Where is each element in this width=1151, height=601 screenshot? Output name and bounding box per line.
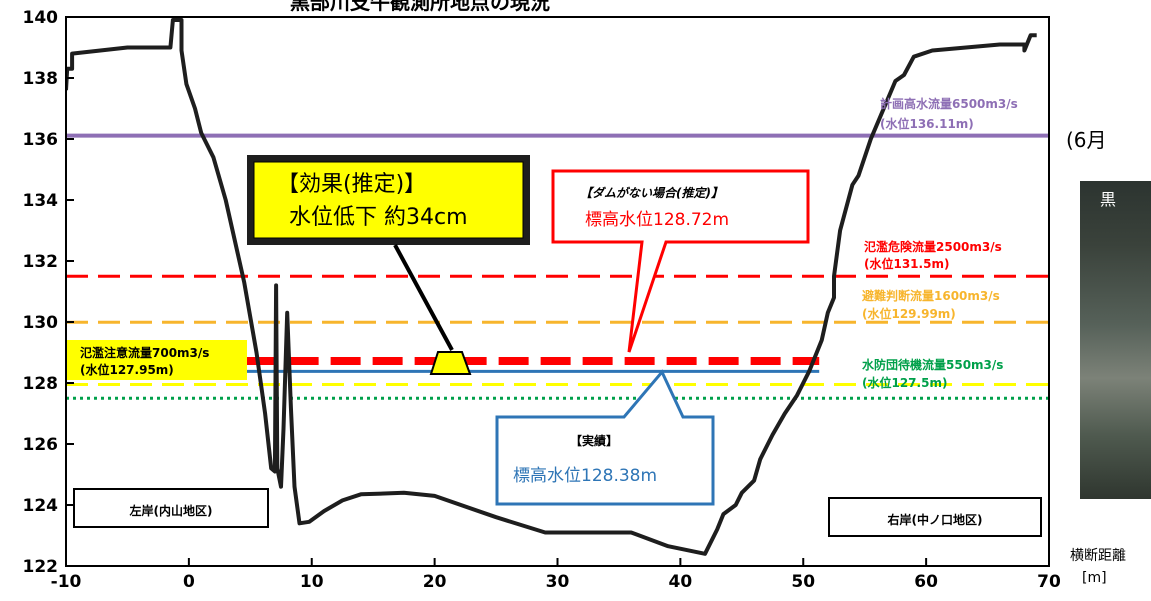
level-label-standby: 水防団待機流量550m3/s xyxy=(862,357,1003,372)
effect-arrow-shaft xyxy=(393,244,454,351)
no-dam-callout-box xyxy=(551,169,810,353)
figure-title: 黒部川支牛観測所地点の現況 xyxy=(290,0,550,14)
effect-callout-title: 【効果(推定)】 xyxy=(277,172,426,197)
x-axis-title: 横断距離 xyxy=(1070,548,1126,564)
actual-callout-text: 標高水位128.38m xyxy=(513,466,657,486)
y-tick-label-136: 136 xyxy=(23,130,59,150)
left-bank-label: 左岸(内山地区) xyxy=(129,503,213,518)
no-dam-callout-text: 標高水位128.72m xyxy=(585,210,729,230)
y-tick-label-124: 124 xyxy=(23,496,59,516)
effect-callout-box xyxy=(253,161,524,239)
y-tick-label-134: 134 xyxy=(23,191,59,211)
x-tick-label-50: 50 xyxy=(791,572,815,592)
level-label-evac: 避難判断流量1600m3/s xyxy=(862,288,1000,303)
caution-label-box xyxy=(67,340,247,380)
x-tick-label-0: 0 xyxy=(183,572,195,592)
photo-date: (6月 xyxy=(1066,128,1107,152)
level-label-plan-sub: (水位136.11m) xyxy=(880,116,974,131)
x-tick-label-70: 70 xyxy=(1037,572,1061,592)
actual-callout-title: 【実績】 xyxy=(570,433,618,448)
x-tick-label-10: 10 xyxy=(300,572,324,592)
level-label-danger: 氾濫危険流量2500m3/s xyxy=(864,239,1002,254)
x-tick-label-60: 60 xyxy=(914,572,938,592)
level-label-danger-sub: (水位131.5m) xyxy=(864,256,949,271)
photo-label: 黒 xyxy=(1100,190,1117,209)
y-tick-label-140: 140 xyxy=(23,8,59,28)
y-tick-label-122: 122 xyxy=(23,557,59,577)
level-label-standby-sub: (水位127.5m) xyxy=(862,375,947,390)
x-tick-label-20: 20 xyxy=(423,572,447,592)
y-tick-label-132: 132 xyxy=(23,252,59,272)
level-label-plan: 計画高水流量6500m3/s xyxy=(880,96,1018,111)
actual-callout-box xyxy=(495,369,715,506)
y-tick-label-126: 126 xyxy=(23,435,59,455)
no-dam-callout-title: 【ダムがない場合(推定)】 xyxy=(580,186,723,200)
left-bank-box xyxy=(73,488,269,528)
x-tick-label--10: -10 xyxy=(51,572,82,592)
right-bank-box xyxy=(828,497,1042,537)
x-axis-unit: [m] xyxy=(1082,570,1107,586)
y-tick-label-138: 138 xyxy=(23,69,59,89)
x-tick-label-30: 30 xyxy=(546,572,570,592)
level-label-evac-sub: (水位129.99m) xyxy=(862,306,956,321)
cross-section-line xyxy=(66,18,1037,556)
y-tick-label-130: 130 xyxy=(23,313,59,333)
effect-callout-text: 水位低下 約34cm xyxy=(289,205,468,230)
effect-arrow-patch xyxy=(445,354,460,362)
effect-arrow-head xyxy=(429,351,472,375)
level-label-caution: 氾濫注意流量700m3/s xyxy=(80,345,209,360)
right-bank-label: 右岸(中ノ口地区) xyxy=(887,512,983,527)
river-photo xyxy=(1080,181,1151,499)
level-label-caution-sub: (水位127.95m) xyxy=(80,362,174,377)
x-tick-label-40: 40 xyxy=(669,572,693,592)
y-tick-label-128: 128 xyxy=(23,374,59,394)
